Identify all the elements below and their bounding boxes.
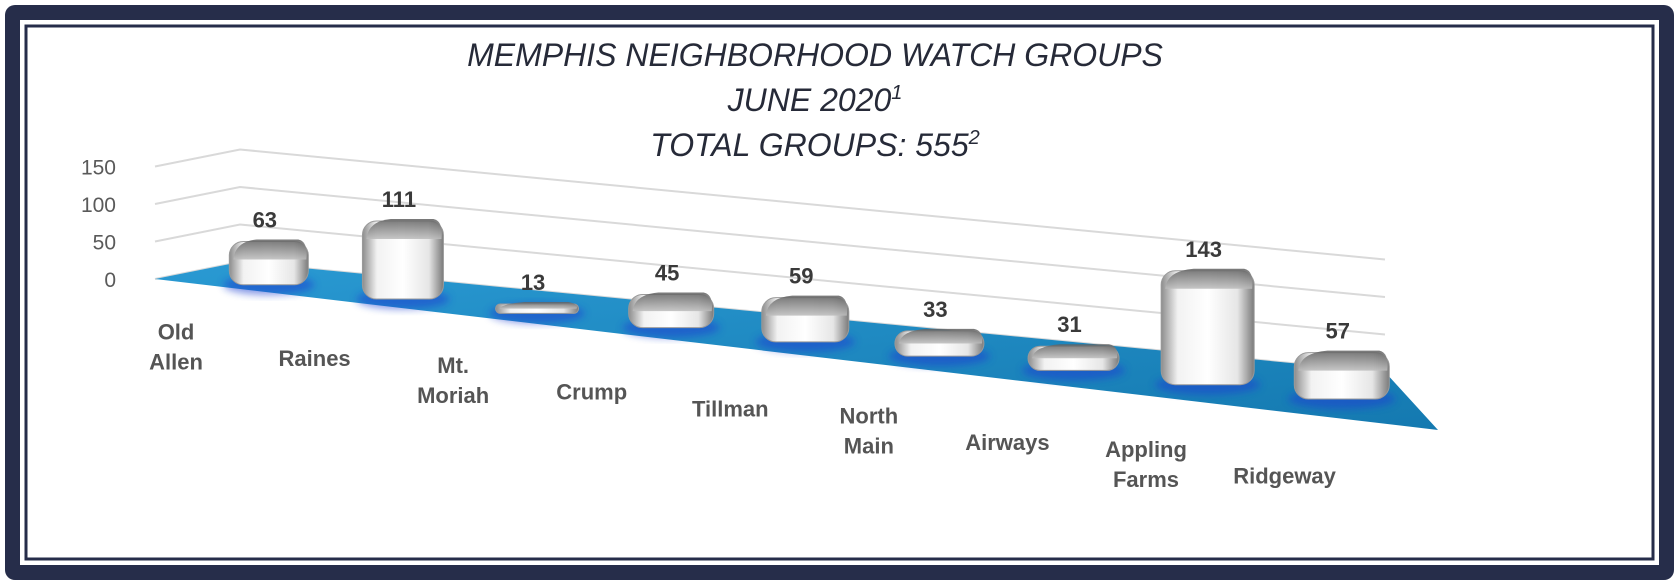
inner-border (24, 24, 1655, 561)
data-label: 63 (253, 207, 277, 232)
gridline (154, 223, 1386, 336)
data-label: 31 (1057, 312, 1081, 337)
bar (356, 218, 450, 310)
y-tick-label: 0 (104, 269, 116, 292)
category-label: Raines (279, 346, 351, 371)
bar-top (499, 301, 577, 309)
chart-title: MEMPHIS NEIGHBORHOOD WATCH GROUPS JUNE 2… (467, 37, 1163, 163)
bar (489, 301, 585, 324)
data-label: 111 (382, 187, 416, 212)
title-line-2: JUNE 20201 (727, 82, 903, 118)
bar-top (765, 295, 848, 316)
bar (1288, 350, 1396, 409)
title-line-3: TOTAL GROUPS: 5552 (650, 127, 979, 163)
bar-top (1032, 344, 1118, 359)
bar (1155, 268, 1261, 395)
bar-top (898, 328, 983, 344)
bar (223, 239, 315, 295)
y-tick-label: 150 (81, 157, 116, 180)
gridline (154, 148, 1386, 261)
bar-top (233, 239, 307, 260)
data-label: 33 (923, 297, 947, 322)
bar (1022, 344, 1126, 381)
category-label: North Main (840, 403, 899, 458)
category-label: Ridgeway (1233, 464, 1336, 489)
category-label: Crump (556, 380, 627, 405)
y-tick-label: 100 (81, 194, 116, 217)
y-axis: 0 50 100 150 (81, 157, 116, 293)
y-tick-label: 50 (93, 232, 116, 255)
bar (622, 292, 720, 338)
bar-top (1165, 268, 1253, 289)
bars (223, 218, 1396, 409)
bar (755, 295, 855, 352)
category-labels: Old Allen Raines Mt. Moriah Crump Tillman North… (149, 319, 1337, 491)
data-label: 143 (1185, 237, 1222, 262)
data-label: 45 (655, 261, 679, 286)
category-label: Mt. Moriah (417, 353, 489, 408)
data-label: 59 (789, 264, 813, 289)
category-label: Old Allen (149, 319, 203, 374)
bar-top (366, 218, 442, 239)
category-label: Tillman (692, 397, 769, 422)
category-label: Appling Farms (1105, 437, 1187, 492)
category-label: Airways (965, 430, 1049, 455)
data-label: 13 (521, 270, 545, 295)
bar (888, 328, 990, 367)
data-labels: 63 111 13 45 59 33 31 143 57 (253, 187, 1350, 344)
title-line-1: MEMPHIS NEIGHBORHOOD WATCH GROUPS (467, 37, 1163, 73)
gridline (154, 185, 1386, 298)
data-label: 57 (1326, 319, 1350, 344)
bar-top (632, 292, 713, 312)
bar-top (1298, 350, 1388, 371)
